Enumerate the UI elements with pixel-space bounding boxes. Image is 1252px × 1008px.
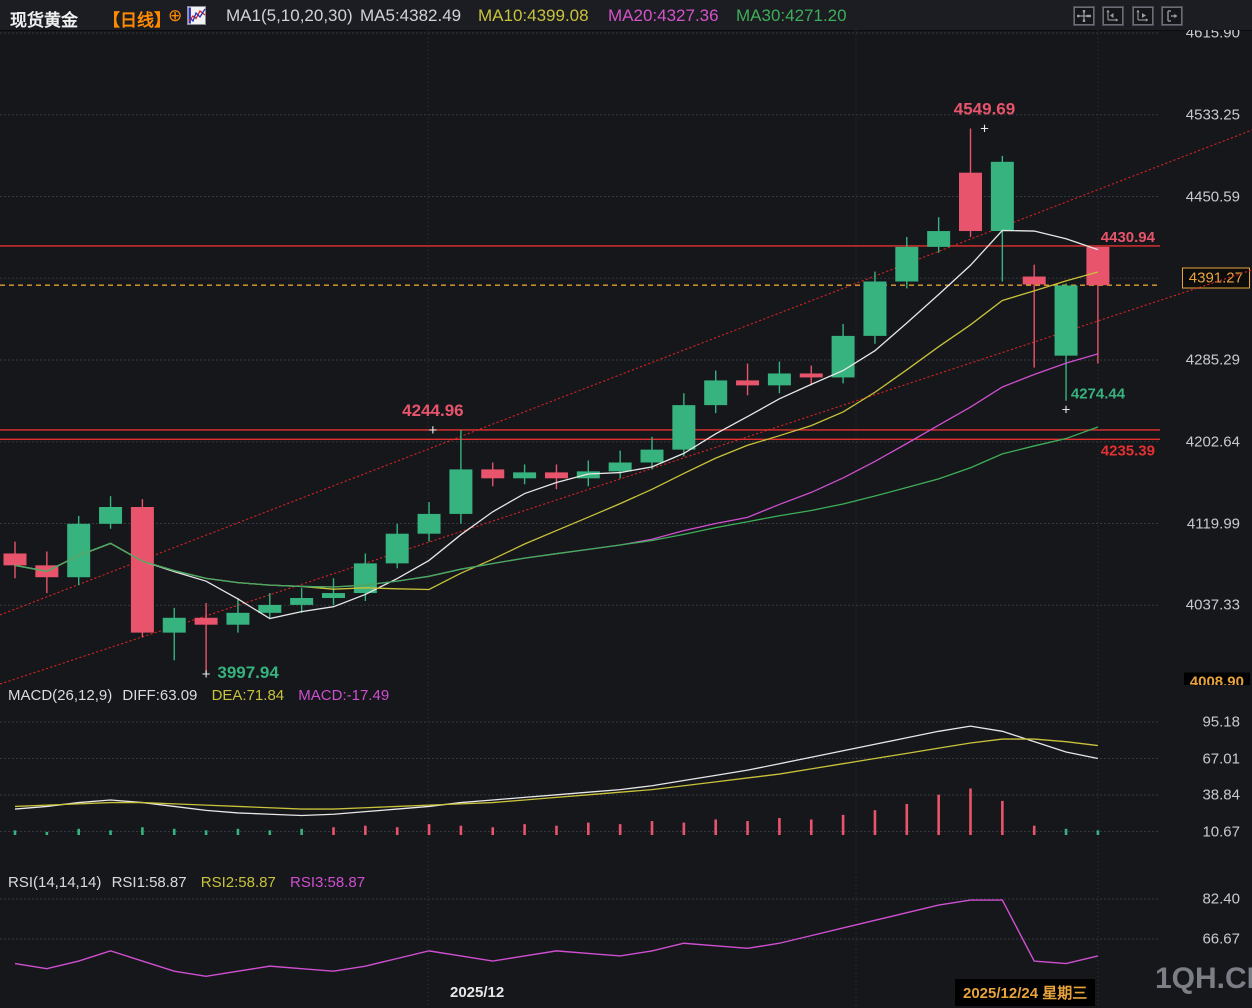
svg-text:4235.39: 4235.39 (1101, 442, 1155, 459)
svg-text:+: + (1062, 402, 1071, 419)
svg-text:+: + (202, 666, 211, 683)
svg-text:3997.94: 3997.94 (217, 663, 279, 682)
svg-text:4549.69: 4549.69 (954, 100, 1015, 119)
svg-text:4430.94: 4430.94 (1101, 229, 1156, 246)
svg-text:+: + (980, 121, 989, 138)
svg-text:4274.44: 4274.44 (1071, 386, 1126, 403)
svg-text:+: + (429, 422, 438, 439)
svg-text:4244.96: 4244.96 (402, 401, 463, 420)
